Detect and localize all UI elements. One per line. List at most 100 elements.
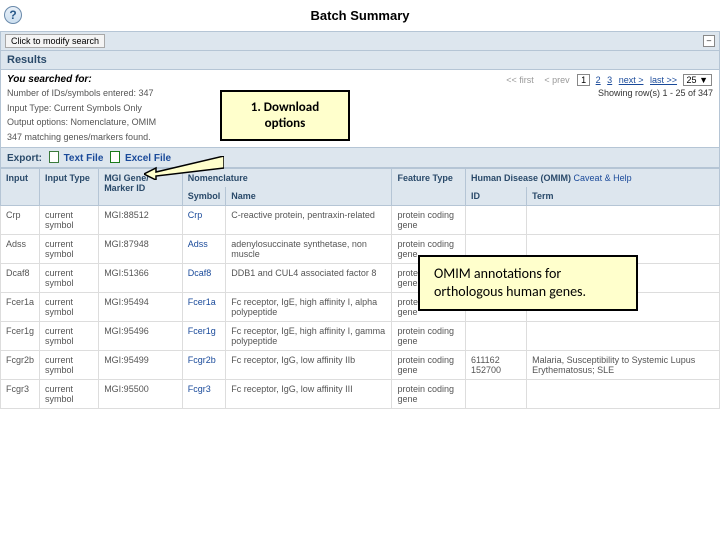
summary-area: You searched for: Number of IDs/symbols …	[0, 70, 720, 148]
cell-name: DDB1 and CUL4 associated factor 8	[226, 264, 392, 293]
cell-symbol: Adss	[182, 235, 226, 264]
symbol-link[interactable]: Adss	[188, 239, 208, 249]
cell-omim-id	[466, 322, 527, 351]
cell-input: Crp	[1, 206, 40, 235]
col-omim-term: Term	[527, 187, 720, 206]
cell-input-type: current symbol	[40, 264, 99, 293]
export-label: Export:	[7, 153, 42, 164]
export-text-link[interactable]: Text File	[64, 153, 104, 164]
symbol-link[interactable]: Dcaf8	[188, 268, 212, 278]
cell-input: Fcer1a	[1, 293, 40, 322]
col-input-type: Input Type	[40, 169, 99, 206]
cell-omim-term	[527, 380, 720, 409]
cell-input: Adss	[1, 235, 40, 264]
col-name: Name	[226, 187, 392, 206]
cell-input: Fcgr3	[1, 380, 40, 409]
col-mgi-id: MGI Gene/ Marker ID	[99, 169, 183, 206]
cell-feature-type: protein coding gene	[392, 380, 466, 409]
cell-omim-term: Malaria, Susceptibility to Systemic Lupu…	[527, 351, 720, 380]
table-row: Crpcurrent symbolMGI:88512CrpC-reactive …	[1, 206, 720, 235]
col-nomenclature: Nomenclature	[182, 169, 392, 188]
page-header: ? Batch Summary	[0, 0, 720, 31]
cell-symbol: Fcgr3	[182, 380, 226, 409]
cell-mgi-id: MGI:95496	[99, 322, 183, 351]
cell-symbol: Fcer1a	[182, 293, 226, 322]
modify-search-button[interactable]: Click to modify search	[5, 34, 105, 48]
cell-input: Fcer1g	[1, 322, 40, 351]
cell-input-type: current symbol	[40, 380, 99, 409]
cell-mgi-id: MGI:95494	[99, 293, 183, 322]
table-row: Fcgr3current symbolMGI:95500Fcgr3Fc rece…	[1, 380, 720, 409]
summary-line4: 347 matching genes/markers found.	[7, 131, 713, 144]
cell-name: C-reactive protein, pentraxin-related	[226, 206, 392, 235]
cell-feature-type: protein coding gene	[392, 322, 466, 351]
cell-omim-id: 611162 152700	[466, 351, 527, 380]
caveat-link[interactable]: Caveat & Help	[574, 173, 632, 183]
pager-page-2[interactable]: 2	[596, 75, 601, 85]
export-bar: Export: Text File Excel File	[0, 148, 720, 168]
pager-prev: < prev	[544, 75, 569, 85]
cell-feature-type: protein coding gene	[392, 351, 466, 380]
symbol-link[interactable]: Fcer1g	[188, 326, 216, 336]
cell-mgi-id: MGI:88512	[99, 206, 183, 235]
export-excel-link[interactable]: Excel File	[125, 153, 171, 164]
pagination: << first < prev 1 2 3 next > last >> 25 …	[502, 74, 713, 98]
pager-page-1[interactable]: 1	[577, 74, 590, 86]
collapse-icon[interactable]: –	[703, 35, 715, 47]
col-symbol: Symbol	[182, 187, 226, 206]
pager-size[interactable]: 25 ▼	[683, 74, 712, 86]
callout-download-options: 1. Download options	[220, 90, 350, 141]
symbol-link[interactable]: Fcgr3	[188, 384, 211, 394]
cell-omim-term	[527, 322, 720, 351]
cell-omim-term	[527, 206, 720, 235]
cell-input-type: current symbol	[40, 351, 99, 380]
pager-showing: Showing row(s) 1 - 25 of 347	[502, 88, 713, 98]
cell-omim-id	[466, 380, 527, 409]
pager-next[interactable]: next >	[619, 75, 644, 85]
cell-name: adenylosuccinate synthetase, non muscle	[226, 235, 392, 264]
col-feature-type: Feature Type	[392, 169, 466, 206]
cell-input-type: current symbol	[40, 322, 99, 351]
text-file-icon	[49, 151, 59, 163]
page-root: ? Batch Summary Click to modify search –…	[0, 0, 720, 409]
symbol-link[interactable]: Crp	[188, 210, 203, 220]
pager-first: << first	[506, 75, 534, 85]
cell-name: Fc receptor, IgE, high affinity I, gamma…	[226, 322, 392, 351]
cell-mgi-id: MGI:51366	[99, 264, 183, 293]
cell-name: Fc receptor, IgE, high affinity I, alpha…	[226, 293, 392, 322]
col-omim: Human Disease (OMIM) Caveat & Help	[466, 169, 720, 188]
cell-mgi-id: MGI:95500	[99, 380, 183, 409]
symbol-link[interactable]: Fcgr2b	[188, 355, 216, 365]
summary-line2: Input Type: Current Symbols Only	[7, 102, 713, 115]
cell-input-type: current symbol	[40, 293, 99, 322]
page-title: Batch Summary	[0, 8, 720, 23]
help-icon[interactable]: ?	[4, 6, 22, 24]
cell-input-type: current symbol	[40, 206, 99, 235]
cell-input-type: current symbol	[40, 235, 99, 264]
table-row: Fcer1gcurrent symbolMGI:95496Fcer1gFc re…	[1, 322, 720, 351]
col-input: Input	[1, 169, 40, 206]
cell-name: Fc receptor, IgG, low affinity III	[226, 380, 392, 409]
cell-mgi-id: MGI:95499	[99, 351, 183, 380]
summary-line3: Output options: Nomenclature, OMIM	[7, 116, 713, 129]
cell-omim-id	[466, 206, 527, 235]
excel-file-icon	[110, 151, 120, 163]
cell-symbol: Fcer1g	[182, 322, 226, 351]
table-header: Input Input Type MGI Gene/ Marker ID Nom…	[1, 169, 720, 206]
modify-bar: Click to modify search –	[0, 31, 720, 51]
cell-symbol: Fcgr2b	[182, 351, 226, 380]
cell-symbol: Crp	[182, 206, 226, 235]
cell-feature-type: protein coding gene	[392, 206, 466, 235]
cell-input: Dcaf8	[1, 264, 40, 293]
results-heading: Results	[0, 51, 720, 70]
callout-omim-annotations: OMIM annotations for orthologous human g…	[418, 255, 638, 311]
col-omim-id: ID	[466, 187, 527, 206]
table-row: Fcgr2bcurrent symbolMGI:95499Fcgr2bFc re…	[1, 351, 720, 380]
cell-input: Fcgr2b	[1, 351, 40, 380]
cell-symbol: Dcaf8	[182, 264, 226, 293]
cell-mgi-id: MGI:87948	[99, 235, 183, 264]
symbol-link[interactable]: Fcer1a	[188, 297, 216, 307]
cell-name: Fc receptor, IgG, low affinity IIb	[226, 351, 392, 380]
pager-page-3[interactable]: 3	[607, 75, 612, 85]
pager-last[interactable]: last >>	[650, 75, 677, 85]
